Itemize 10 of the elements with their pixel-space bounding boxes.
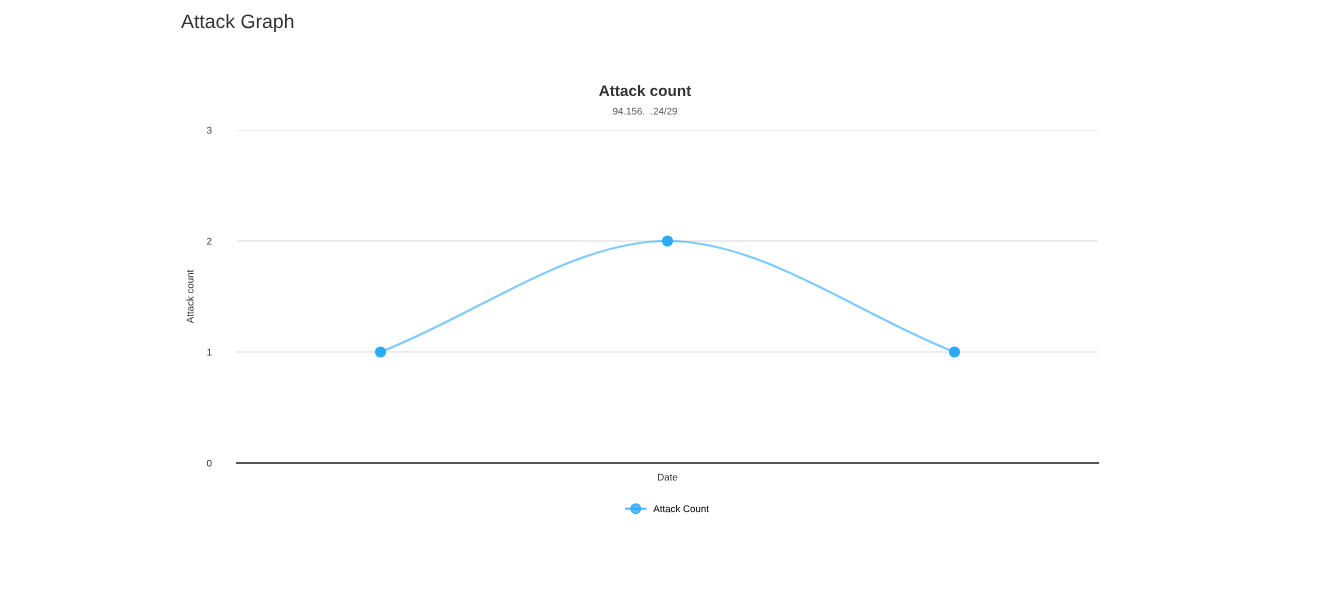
y-tick-label: 0 (206, 459, 212, 467)
y-tick-label: 3 (206, 126, 212, 134)
legend-label: Attack Count (653, 505, 709, 513)
y-axis-title: Attack count (186, 269, 194, 324)
y-tick-label: 2 (207, 237, 212, 245)
x-axis-title: Date (658, 473, 678, 481)
text: Attack Graph (181, 13, 294, 33)
chart-subtitle: 94.156. .24/29 (613, 107, 677, 115)
chart-title: Attack count (599, 84, 692, 97)
y-tick-label: 1 (207, 348, 212, 356)
